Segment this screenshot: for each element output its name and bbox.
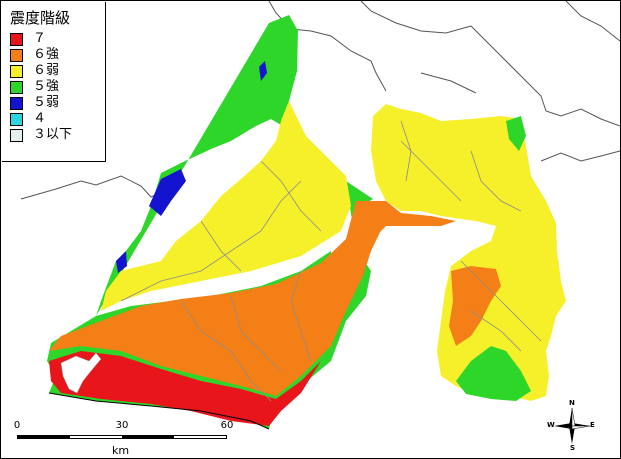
eastern-region	[356, 104, 566, 401]
north-arrow-icon: N S E W	[547, 399, 595, 452]
scale-bar-segment	[18, 436, 70, 438]
zone-intensity-5-weak-west	[116, 251, 127, 273]
swatch-3-or-less	[10, 128, 23, 142]
coastline-west	[48, 392, 270, 430]
zone-izu-intensity-6-strong	[449, 266, 501, 346]
western-region	[47, 15, 383, 429]
scale-bar-graphic	[17, 435, 227, 439]
legend-item-4: ４	[10, 111, 105, 127]
zone-izu-intensity-5-strong	[456, 346, 531, 401]
legend-item-5-strong: ５強	[10, 79, 105, 95]
swatch-5-weak	[10, 96, 23, 110]
zone-intensity-6-strong	[49, 201, 383, 396]
compass-n: N	[569, 399, 575, 407]
scale-bar-segment	[122, 436, 174, 438]
swatch-6-weak	[10, 64, 23, 78]
swatch-6-strong	[10, 48, 23, 62]
scale-unit: km	[112, 444, 130, 457]
legend-label: ７	[33, 31, 47, 46]
lake-hamana	[60, 352, 102, 394]
legend-label: ５弱	[33, 95, 60, 110]
legend-label: ５強	[33, 79, 60, 94]
legend-item-6-strong: ６強	[10, 47, 105, 63]
legend-label: ６強	[33, 47, 60, 62]
swatch-7	[10, 32, 23, 46]
legend-label: ４	[33, 111, 47, 126]
legend-label: ３以下	[33, 127, 73, 142]
municipal-boundaries	[120, 120, 542, 402]
legend-item-3-or-less: ３以下	[10, 127, 105, 143]
scale-tick-0: 0	[13, 420, 21, 431]
legend-item-6-weak: ６弱	[10, 63, 105, 79]
legend-item-5-weak: ５弱	[10, 95, 105, 111]
compass-w: W	[547, 421, 555, 429]
scale-tick-30: 30	[115, 420, 129, 431]
legend-title: 震度階級	[10, 9, 71, 27]
legend-item-7: ７	[10, 31, 105, 47]
scale-tick-60: 60	[220, 420, 234, 431]
swatch-4	[10, 112, 23, 126]
compass-e: E	[590, 421, 595, 429]
swatch-5-strong	[10, 80, 23, 94]
legend-label: ６弱	[33, 63, 60, 78]
zone-coast-intensity-6-strong	[356, 201, 456, 241]
zone-intensity-5-weak-north	[259, 61, 267, 81]
zone-intensity-5-weak	[149, 169, 186, 216]
eastern-landmass-intensity-6-weak	[371, 104, 566, 401]
legend: 震度階級 ７ ６強 ６弱 ５強 ５弱 ４ ３以下	[2, 2, 106, 162]
compass-s: S	[570, 444, 576, 452]
zone-intensity-6-weak	[101, 101, 351, 311]
zone-intensity-7	[49, 351, 321, 426]
scale-bar: 0 30 60 km	[13, 420, 234, 458]
zone-fuji-intensity-5-strong	[506, 116, 526, 151]
